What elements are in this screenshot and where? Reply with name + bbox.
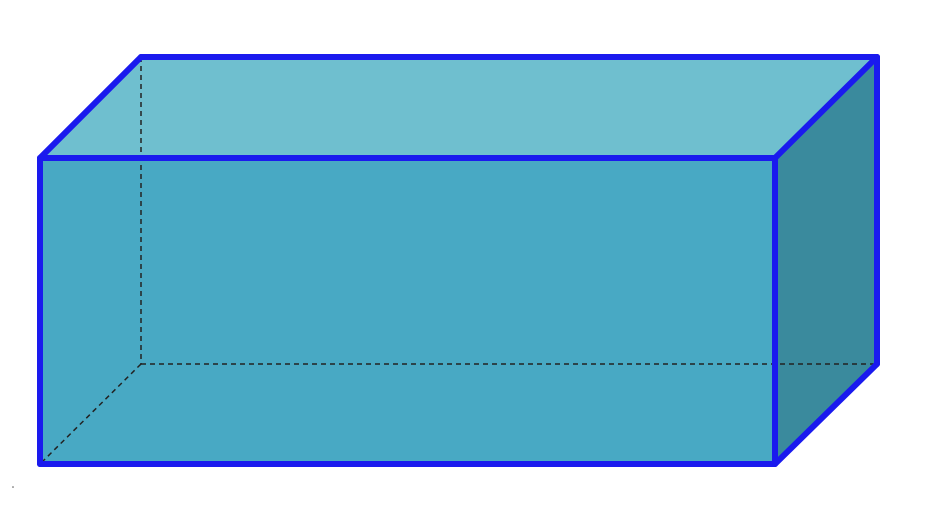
hidden-edges — [39, 57, 877, 465]
edge-bottom-right-depth — [772, 361, 880, 467]
right-side-face — [775, 57, 877, 464]
stray-dot — [12, 486, 14, 488]
top-face — [40, 57, 877, 158]
visible-edges — [37, 54, 880, 467]
edge-top-right-depth — [772, 54, 880, 161]
hidden-edge-bottom-left-depth — [39, 363, 142, 465]
front-face — [40, 158, 775, 464]
edge-top-left-depth — [37, 54, 144, 161]
